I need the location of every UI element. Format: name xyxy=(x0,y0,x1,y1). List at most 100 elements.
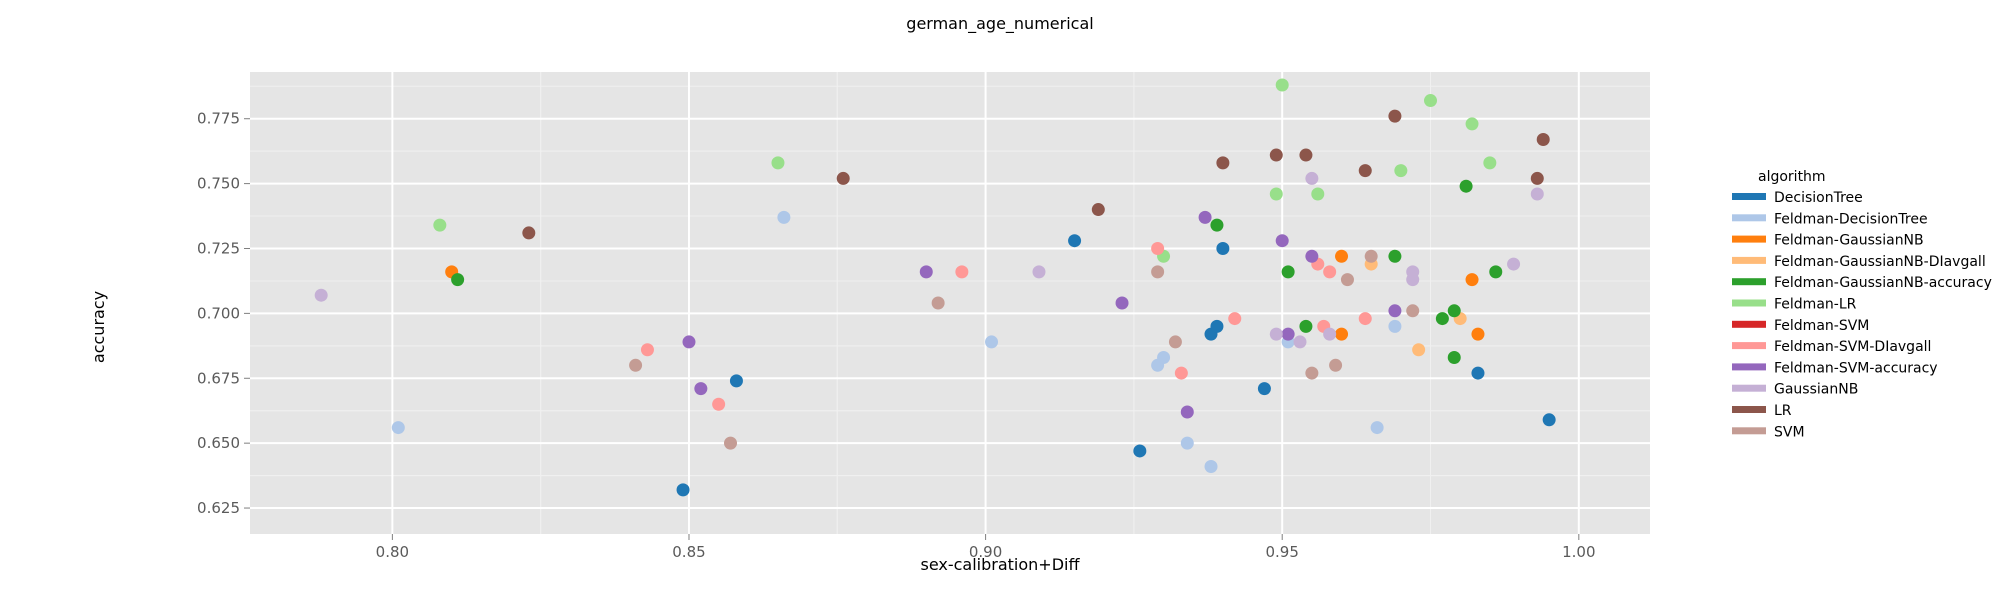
data-point xyxy=(1305,249,1319,263)
data-point xyxy=(1394,164,1408,178)
data-point xyxy=(1471,366,1485,380)
legend-swatch xyxy=(1732,427,1766,435)
data-point xyxy=(1091,203,1105,217)
data-point xyxy=(1465,273,1479,287)
data-point xyxy=(729,374,743,388)
data-point xyxy=(314,288,328,302)
data-point xyxy=(1168,335,1182,349)
data-point xyxy=(1459,179,1473,193)
legend-item: Feldman-DecisionTree xyxy=(1732,211,1928,227)
legend-item: Feldman-GaussianNB-accuracy xyxy=(1732,275,1992,291)
legend-swatch xyxy=(1732,363,1766,371)
data-point xyxy=(1406,304,1420,318)
data-point xyxy=(1358,164,1372,178)
data-point xyxy=(1335,327,1349,341)
data-point xyxy=(1269,187,1283,201)
data-point xyxy=(1335,249,1349,263)
legend-swatch xyxy=(1732,299,1766,307)
legend-item: Feldman-SVM xyxy=(1732,318,1869,334)
data-point xyxy=(724,436,738,450)
data-point xyxy=(919,265,933,279)
series-gaussiannb xyxy=(314,171,1544,349)
legend-swatch xyxy=(1732,193,1766,200)
legend-item: LR xyxy=(1732,403,1792,419)
y-tick-label: 0.700 xyxy=(197,304,240,322)
data-points xyxy=(314,78,1556,497)
legend-item: SVM xyxy=(1732,424,1805,440)
data-point xyxy=(451,273,465,287)
x-tick-label: 0.80 xyxy=(376,543,409,561)
legend-label: Feldman-GaussianNB-accuracy xyxy=(1774,275,1992,291)
legend-swatch xyxy=(1732,256,1766,264)
data-point xyxy=(1269,148,1283,162)
data-point xyxy=(1530,171,1544,185)
data-point xyxy=(1151,241,1165,255)
data-point xyxy=(1364,249,1378,263)
data-point xyxy=(931,296,945,310)
x-axis-title: sex-calibration+Diff xyxy=(920,555,1080,574)
legend-item: Feldman-SVM-DIavgall xyxy=(1732,339,1931,355)
series-lr xyxy=(522,109,1550,240)
legend-swatch xyxy=(1732,384,1766,392)
data-point xyxy=(1299,319,1313,333)
series-svm xyxy=(629,249,1420,450)
data-point xyxy=(1530,187,1544,201)
data-point xyxy=(1424,94,1438,108)
data-point xyxy=(640,343,654,357)
y-tick-label: 0.625 xyxy=(197,499,240,517)
legend-swatch xyxy=(1732,278,1766,286)
data-point xyxy=(1174,366,1188,380)
legend-item: DecisionTree xyxy=(1732,190,1863,206)
data-point xyxy=(676,483,690,497)
legend-swatch xyxy=(1732,406,1766,413)
series-feldman-lr xyxy=(433,78,1497,263)
data-point xyxy=(1323,265,1337,279)
y-tick-label: 0.675 xyxy=(197,369,240,387)
data-point xyxy=(1435,312,1449,326)
data-point xyxy=(1281,265,1295,279)
data-point xyxy=(1483,156,1497,170)
data-point xyxy=(1216,156,1230,170)
series-feldman-gaussiannb-accuracy xyxy=(451,179,1503,365)
y-tick-label: 0.750 xyxy=(197,175,240,193)
data-point xyxy=(1275,78,1289,92)
data-point xyxy=(1275,234,1289,248)
legend-swatch xyxy=(1732,320,1766,328)
data-point xyxy=(391,421,405,435)
data-point xyxy=(712,397,726,411)
data-point xyxy=(1180,436,1194,450)
data-point xyxy=(522,226,536,240)
data-point xyxy=(1032,265,1046,279)
x-tick-label: 0.85 xyxy=(672,543,705,561)
data-point xyxy=(1068,234,1082,248)
data-point xyxy=(1151,265,1165,279)
data-point xyxy=(771,156,785,170)
data-point xyxy=(1447,304,1461,318)
y-axis-title: accuracy xyxy=(89,291,108,363)
legend-item: Feldman-GaussianNB-DIavgall xyxy=(1732,254,1986,270)
legend-swatch xyxy=(1732,214,1766,222)
legend-label: Feldman-SVM xyxy=(1774,318,1869,334)
data-point xyxy=(1471,327,1485,341)
legend-swatch xyxy=(1732,342,1766,350)
y-tick-label: 0.725 xyxy=(197,239,240,257)
data-point xyxy=(1388,249,1402,263)
data-point xyxy=(1447,351,1461,365)
data-point xyxy=(1542,413,1556,427)
legend-label: Feldman-SVM-accuracy xyxy=(1774,360,1938,376)
legend-label: SVM xyxy=(1774,424,1805,440)
data-point xyxy=(1489,265,1503,279)
data-point xyxy=(1412,343,1426,357)
y-axis-ticks: 0.625 0.650 0.675 0.700 0.725 0.750 0.775 xyxy=(197,110,250,517)
data-point xyxy=(1465,117,1479,131)
data-point xyxy=(682,335,696,349)
data-point xyxy=(1536,132,1550,146)
data-point xyxy=(1311,187,1325,201)
series-feldman-decisiontree xyxy=(391,210,1402,474)
data-point xyxy=(1329,358,1343,372)
legend-item: Feldman-GaussianNB xyxy=(1732,233,1924,249)
x-axis-ticks: 0.80 0.85 0.90 0.95 1.00 xyxy=(376,534,1596,561)
data-point xyxy=(1216,241,1230,255)
data-point xyxy=(1305,366,1319,380)
